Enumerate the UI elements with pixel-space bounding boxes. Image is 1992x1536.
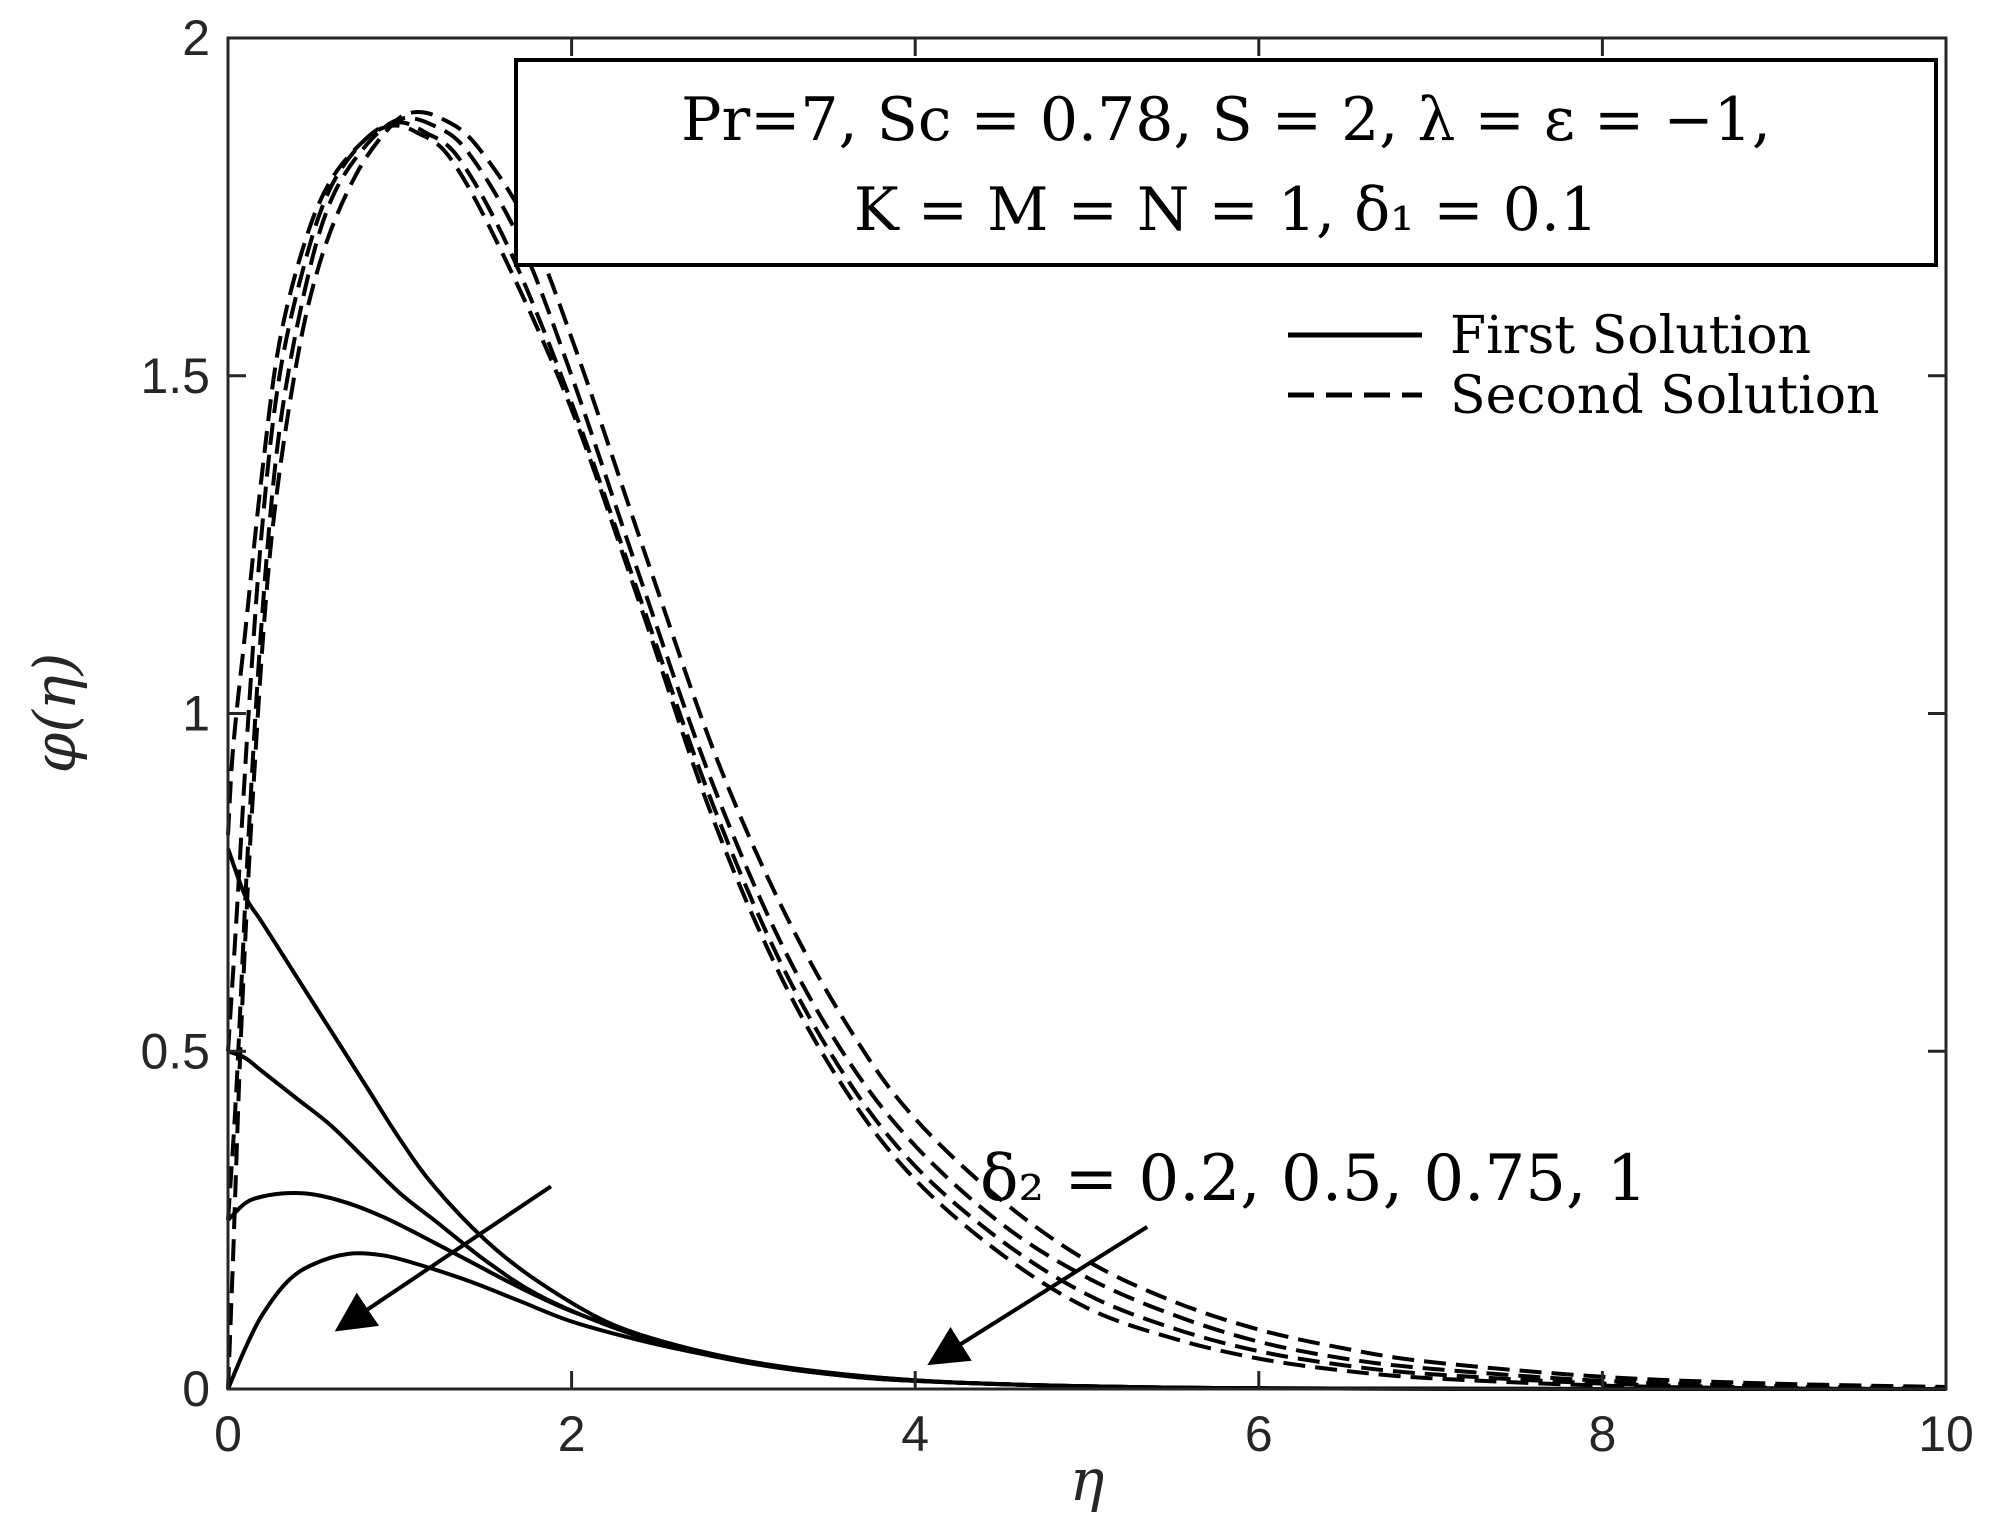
x-axis-label: η	[1070, 1446, 1105, 1514]
series-line-second-delta2-0_2	[226, 123, 1947, 1391]
y-tick-label-0_5: 0.5	[140, 1023, 210, 1079]
y-tick-label-1: 1	[182, 686, 210, 742]
x-tick-label-2: 2	[558, 1406, 586, 1462]
y-axis-label: φ(η)	[21, 653, 89, 774]
arrow-layer	[334, 1184, 1149, 1366]
series-layer	[226, 110, 1947, 1392]
parameters-box: Pr=7, Sc = 0.78, S = 2, λ = ε = −1, K = …	[514, 58, 1938, 267]
y-tick-label-2: 2	[182, 10, 210, 66]
trend-arrow-1	[334, 1184, 553, 1332]
parameters-line-2: K = M = N = 1, δ₁ = 0.1	[854, 175, 1598, 245]
parameters-line-1: Pr=7, Sc = 0.78, S = 2, λ = ε = −1,	[681, 85, 1771, 155]
x-tick-label-10: 10	[1918, 1406, 1974, 1462]
y-ticks: 0 0.5 1 1.5 2	[140, 10, 1946, 1417]
y-tick-label-1_5: 1.5	[140, 348, 210, 404]
legend-label-second: Second Solution	[1450, 366, 1880, 426]
legend: First Solution Second Solution	[1288, 306, 1880, 426]
delta2-annotation: δ₂ = 0.2, 0.5, 0.75, 1	[980, 1142, 1647, 1216]
parameters-box-frame	[514, 58, 1938, 267]
series-line-second-delta2-1	[226, 110, 1947, 1390]
x-ticks: 0 2 4 6 8 10	[214, 38, 1974, 1462]
legend-label-first: First Solution	[1450, 306, 1811, 366]
trend-arrow-2	[927, 1225, 1149, 1366]
series-line-second-delta2-0_75	[226, 115, 1947, 1391]
x-tick-label-8: 8	[1588, 1406, 1616, 1462]
x-tick-label-4: 4	[901, 1406, 929, 1462]
y-tick-label-0: 0	[182, 1361, 210, 1417]
series-line-second-delta2-0_5	[226, 120, 1947, 1391]
x-tick-label-6: 6	[1245, 1406, 1273, 1462]
x-tick-label-0: 0	[214, 1406, 242, 1462]
